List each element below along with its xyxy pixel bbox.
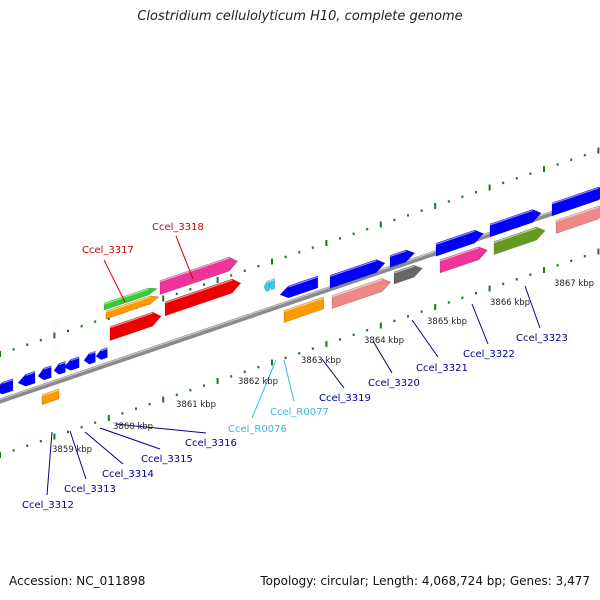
leader-line <box>471 303 489 345</box>
cds-arrow[interactable] <box>53 360 66 375</box>
leader-line <box>99 427 161 450</box>
leader-line <box>251 359 277 419</box>
cds-salmon[interactable] <box>331 278 392 310</box>
leader-line <box>84 431 124 465</box>
cds-arrow[interactable] <box>329 259 386 289</box>
cds-orange[interactable] <box>41 388 60 406</box>
cds-arrow[interactable] <box>63 356 80 371</box>
gene-label[interactable]: Ccel_3317 <box>82 245 134 256</box>
cds-salmon[interactable] <box>555 205 600 234</box>
gene-label[interactable]: Ccel_3319 <box>319 393 371 404</box>
scale-label: 3863 kbp <box>301 356 341 366</box>
map-title: Clostridium cellulolyticum H10, complete… <box>137 9 463 24</box>
leader-line <box>175 235 194 280</box>
cds-arrow[interactable] <box>0 378 14 395</box>
leader-line <box>115 423 207 434</box>
gene-label[interactable]: Ccel_3318 <box>152 222 204 233</box>
rna-feature[interactable] <box>268 278 275 291</box>
cds-arrow[interactable] <box>37 365 52 381</box>
scale-label: 3864 kbp <box>364 336 404 346</box>
gene-label[interactable]: Ccel_3313 <box>64 484 116 495</box>
leader-line <box>372 340 393 374</box>
scale-labels: 3859 kbp 3860 kbp 3861 kbp 3862 kbp 3863 kbp… <box>52 279 594 455</box>
scale-label: 3861 kbp <box>176 400 216 410</box>
leader-line <box>103 259 126 303</box>
cds-arrow[interactable] <box>17 370 36 387</box>
scale-label: 3862 kbp <box>238 377 278 387</box>
leader-line <box>321 358 345 389</box>
cds-green-ccel-3317[interactable] <box>103 287 158 311</box>
scale-label: 3859 kbp <box>52 445 92 455</box>
gene-labels: Ccel_3312 Ccel_3313 Ccel_3314 Ccel_3315 Ccel… <box>22 222 568 511</box>
label-leader-lines <box>46 235 541 496</box>
cds-arrow[interactable] <box>83 350 96 365</box>
cds-orange-ccel-3317[interactable] <box>105 295 160 320</box>
scale-label: 3866 kbp <box>490 298 530 308</box>
cds-olive[interactable] <box>493 226 546 255</box>
cds-arrow[interactable] <box>95 347 108 360</box>
gene-label[interactable]: Ccel_3314 <box>102 469 154 480</box>
cds-arrow[interactable] <box>551 186 600 217</box>
gene-label[interactable]: Ccel_3322 <box>463 349 515 360</box>
cds-arrow[interactable] <box>489 209 542 238</box>
cds-orange[interactable] <box>283 296 325 323</box>
gene-label[interactable]: Ccel_3320 <box>368 378 420 389</box>
rna-feature[interactable] <box>263 279 270 292</box>
leader-line <box>69 430 87 480</box>
gene-label[interactable]: Ccel_R0077 <box>270 407 329 418</box>
scale-label: 3867 kbp <box>554 279 594 289</box>
gene-label[interactable]: Ccel_3315 <box>141 454 193 465</box>
gene-label[interactable]: Ccel_3323 <box>516 333 568 344</box>
leader-line <box>283 359 295 402</box>
scale-label: 3860 kbp <box>113 422 153 432</box>
cds-red[interactable] <box>109 311 162 342</box>
cds-arrow[interactable] <box>435 229 484 257</box>
scale-label: 3865 kbp <box>427 317 467 327</box>
cds-red-ccel-3318[interactable] <box>164 278 242 317</box>
cds-arrow[interactable] <box>279 275 319 299</box>
gene-label[interactable]: Ccel_3321 <box>416 363 468 374</box>
cds-arrow[interactable] <box>389 249 416 268</box>
cds-gray[interactable] <box>393 264 423 285</box>
gene-features <box>0 186 600 406</box>
leader-line <box>46 431 53 496</box>
gene-label[interactable]: Ccel_R0076 <box>228 424 287 435</box>
genome-summary-text: Topology: circular; Length: 4,068,724 bp… <box>260 574 590 588</box>
cds-pink-ccel-3318[interactable] <box>159 256 239 296</box>
gene-label[interactable]: Ccel_3316 <box>185 438 237 449</box>
gene-label[interactable]: Ccel_3312 <box>22 500 74 511</box>
leader-line <box>411 319 439 358</box>
cds-pink[interactable] <box>439 246 488 274</box>
accession-text: Accession: NC_011898 <box>9 574 146 588</box>
leader-line <box>524 285 541 329</box>
